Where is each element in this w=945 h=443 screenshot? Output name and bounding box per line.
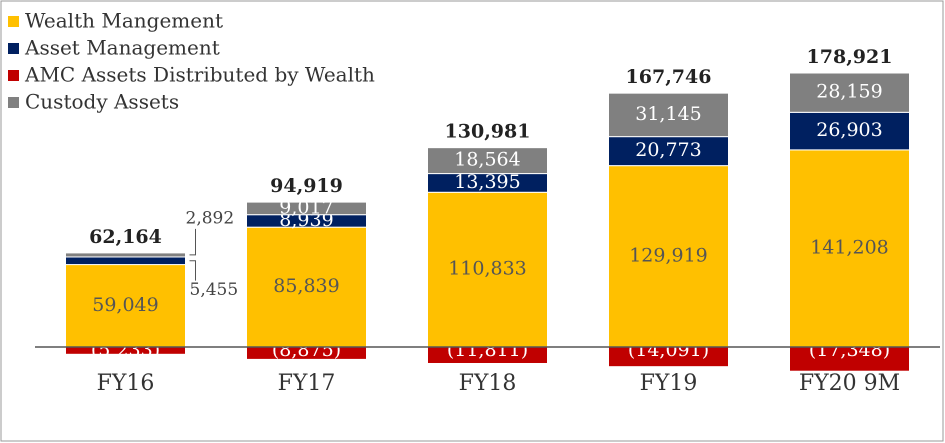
- data-label: 18,564: [454, 149, 520, 171]
- legend-label: Asset Management: [24, 36, 220, 60]
- data-label: 129,919: [629, 244, 708, 266]
- legend-swatch: [8, 97, 19, 108]
- data-label: 31,145: [635, 103, 701, 125]
- bar-segment: [789, 72, 910, 113]
- bar-segment: [427, 147, 548, 175]
- bar-segment: [65, 256, 186, 266]
- legend-label: Wealth Mangement: [25, 9, 223, 33]
- data-label: 110,833: [448, 258, 527, 280]
- legend-swatch: [8, 43, 19, 54]
- data-label: 2,892: [186, 208, 235, 228]
- bar-segment: [789, 346, 910, 372]
- total-label: 62,164: [89, 226, 162, 248]
- bar-segment: [65, 264, 186, 348]
- x-tick-label: FY16: [97, 371, 155, 396]
- leader-line: [189, 228, 196, 256]
- bar-segment: [65, 252, 186, 258]
- legend-label: AMC Assets Distributed by Wealth: [24, 63, 375, 87]
- total-label: 178,921: [807, 46, 893, 68]
- total-label: 167,746: [626, 66, 712, 88]
- x-tick-label: FY17: [278, 371, 336, 396]
- bar-segment: [789, 111, 910, 151]
- legend-swatch: [8, 16, 19, 27]
- data-label: 59,049: [92, 294, 158, 316]
- data-label: 26,903: [816, 119, 882, 141]
- data-label: 28,159: [816, 81, 882, 103]
- x-tick-label: FY19: [640, 371, 698, 396]
- data-label: 141,208: [810, 236, 889, 258]
- legend-swatch: [8, 70, 19, 81]
- bar-segment: [608, 92, 729, 138]
- bar-segment: [608, 136, 729, 167]
- data-label: 9,017: [279, 196, 333, 218]
- x-tick-label: FY18: [459, 371, 517, 396]
- leader-line: [189, 260, 196, 281]
- bar-segment: [789, 149, 910, 348]
- total-label: 130,981: [445, 121, 531, 143]
- bar-segment: [427, 191, 548, 348]
- total-label: 94,919: [270, 175, 343, 197]
- x-tick-label: FY20 9M: [799, 371, 900, 396]
- bar-segment: [246, 201, 367, 216]
- data-label: 13,395: [454, 171, 520, 193]
- data-label: 5,455: [190, 280, 239, 300]
- data-label: 20,773: [635, 139, 701, 161]
- legend-label: Custody Assets: [25, 90, 179, 114]
- data-label: 85,839: [273, 275, 339, 297]
